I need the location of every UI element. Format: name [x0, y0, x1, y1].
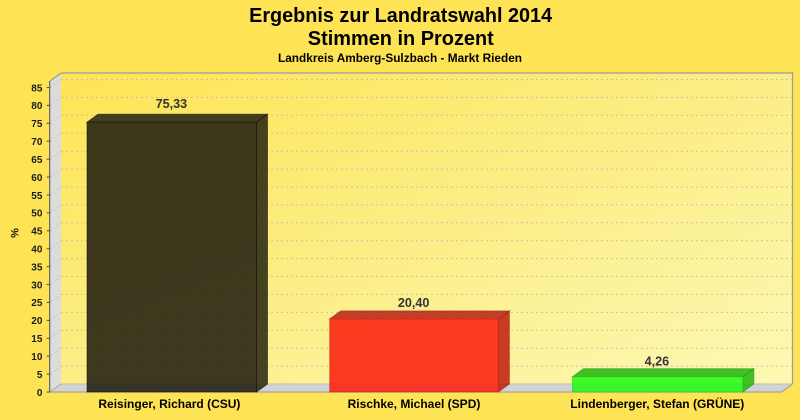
svg-text:Ergebnis zur Landratswahl 2014: Ergebnis zur Landratswahl 2014 — [249, 4, 553, 27]
svg-text:70: 70 — [31, 137, 43, 148]
svg-text:65: 65 — [31, 155, 43, 166]
svg-text:30: 30 — [31, 280, 43, 291]
svg-text:75,33: 75,33 — [156, 97, 188, 111]
svg-text:35: 35 — [31, 262, 43, 273]
svg-text:5: 5 — [37, 370, 43, 381]
svg-text:60: 60 — [31, 173, 43, 184]
svg-text:45: 45 — [31, 227, 43, 238]
svg-text:Stimmen in Prozent: Stimmen in Prozent — [308, 27, 494, 50]
svg-text:55: 55 — [31, 191, 43, 202]
svg-text:40: 40 — [31, 245, 43, 256]
svg-text:85: 85 — [31, 83, 43, 94]
svg-text:Rischke, Michael (SPD): Rischke, Michael (SPD) — [348, 397, 481, 411]
svg-text:20: 20 — [31, 316, 43, 327]
svg-text:%: % — [10, 228, 22, 238]
svg-text:80: 80 — [31, 101, 43, 112]
svg-text:10: 10 — [31, 352, 43, 363]
svg-text:Reisinger, Richard (CSU): Reisinger, Richard (CSU) — [98, 397, 240, 411]
svg-text:25: 25 — [31, 298, 43, 309]
svg-text:15: 15 — [31, 334, 43, 345]
svg-text:50: 50 — [31, 209, 43, 220]
svg-text:Landkreis Amberg-Sulzbach - Ma: Landkreis Amberg-Sulzbach - Markt Rieden — [278, 51, 522, 65]
svg-text:20,40: 20,40 — [398, 296, 430, 310]
svg-text:0: 0 — [37, 388, 43, 399]
svg-text:75: 75 — [31, 119, 43, 130]
svg-text:Lindenberger, Stefan (GRÜNE): Lindenberger, Stefan (GRÜNE) — [570, 396, 744, 411]
svg-text:4,26: 4,26 — [645, 354, 670, 368]
